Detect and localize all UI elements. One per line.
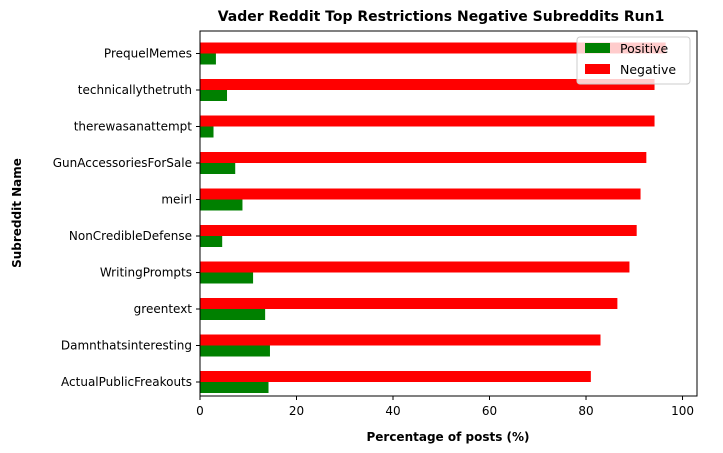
y-tick-label: technicallythetruth (78, 83, 192, 97)
y-tick-label: therewasanattempt (74, 120, 193, 134)
legend: Positive Negative (576, 36, 691, 85)
x-tick-label: 0 (196, 404, 204, 418)
y-tick-label: ActualPublicFreakouts (61, 375, 192, 389)
plot-frame (199, 30, 698, 397)
x-tick-label: 60 (482, 404, 497, 418)
bar-positive-damnthatsinteresting (200, 345, 270, 357)
y-tick-label: meirl (161, 193, 192, 207)
bar-positive-greentext (200, 309, 266, 320)
legend-swatch-negative (585, 64, 610, 74)
bar-negative-damnthatsinteresting (200, 334, 601, 346)
y-ticks-group: ActualPublicFreakouts Damnthatsinterestin… (53, 47, 200, 389)
bars-group (200, 42, 666, 393)
bar-negative-meirl (200, 188, 641, 200)
y-tick-label: PrequelMemes (104, 47, 192, 61)
bar-negative-writingprompts (200, 261, 630, 273)
bar-positive-meirl (200, 199, 243, 211)
bar-negative-technicallythetruth (200, 79, 655, 90)
x-tick-label: 40 (385, 404, 400, 418)
bar-positive-noncredibledefense (200, 236, 223, 247)
bar-positive-writingprompts (200, 272, 254, 284)
bar-positive-technicallythetruth (200, 90, 228, 101)
bar-negative-therewasanattempt (200, 115, 655, 127)
bar-positive-prequelmemes (200, 53, 216, 65)
x-tick-label: 100 (671, 404, 694, 418)
y-tick-label: greentext (134, 302, 193, 316)
bar-positive-therewasanattempt (200, 126, 214, 138)
x-tick-label: 80 (578, 404, 593, 418)
y-tick-label: WritingPrompts (100, 266, 192, 280)
chart-title: Vader Reddit Top Restrictions Negative S… (218, 9, 665, 25)
bar-positive-actualpublicfreakouts (200, 382, 269, 393)
x-axis-title: Percentage of posts (%) (366, 430, 529, 444)
legend-swatch-positive (585, 43, 610, 53)
y-tick-label: Damnthatsinteresting (61, 339, 192, 353)
y-tick-label: GunAccessoriesForSale (53, 156, 192, 170)
bar-negative-gunaccessoriesforsale (200, 152, 647, 163)
legend-label-positive: Positive (620, 41, 668, 56)
y-tick-label: NonCredibleDefense (69, 229, 192, 243)
bar-positive-gunaccessoriesforsale (200, 163, 236, 174)
bar-negative-greentext (200, 298, 618, 309)
bar-negative-prequelmemes (200, 42, 666, 54)
bar-negative-actualpublicfreakouts (200, 371, 591, 382)
legend-label-negative: Negative (620, 62, 676, 77)
y-axis-title: Subreddit Name (10, 158, 24, 268)
x-tick-label: 20 (289, 404, 304, 418)
bar-negative-noncredibledefense (200, 225, 637, 236)
x-ticks-group: 0 20 40 60 80 100 (196, 396, 694, 418)
